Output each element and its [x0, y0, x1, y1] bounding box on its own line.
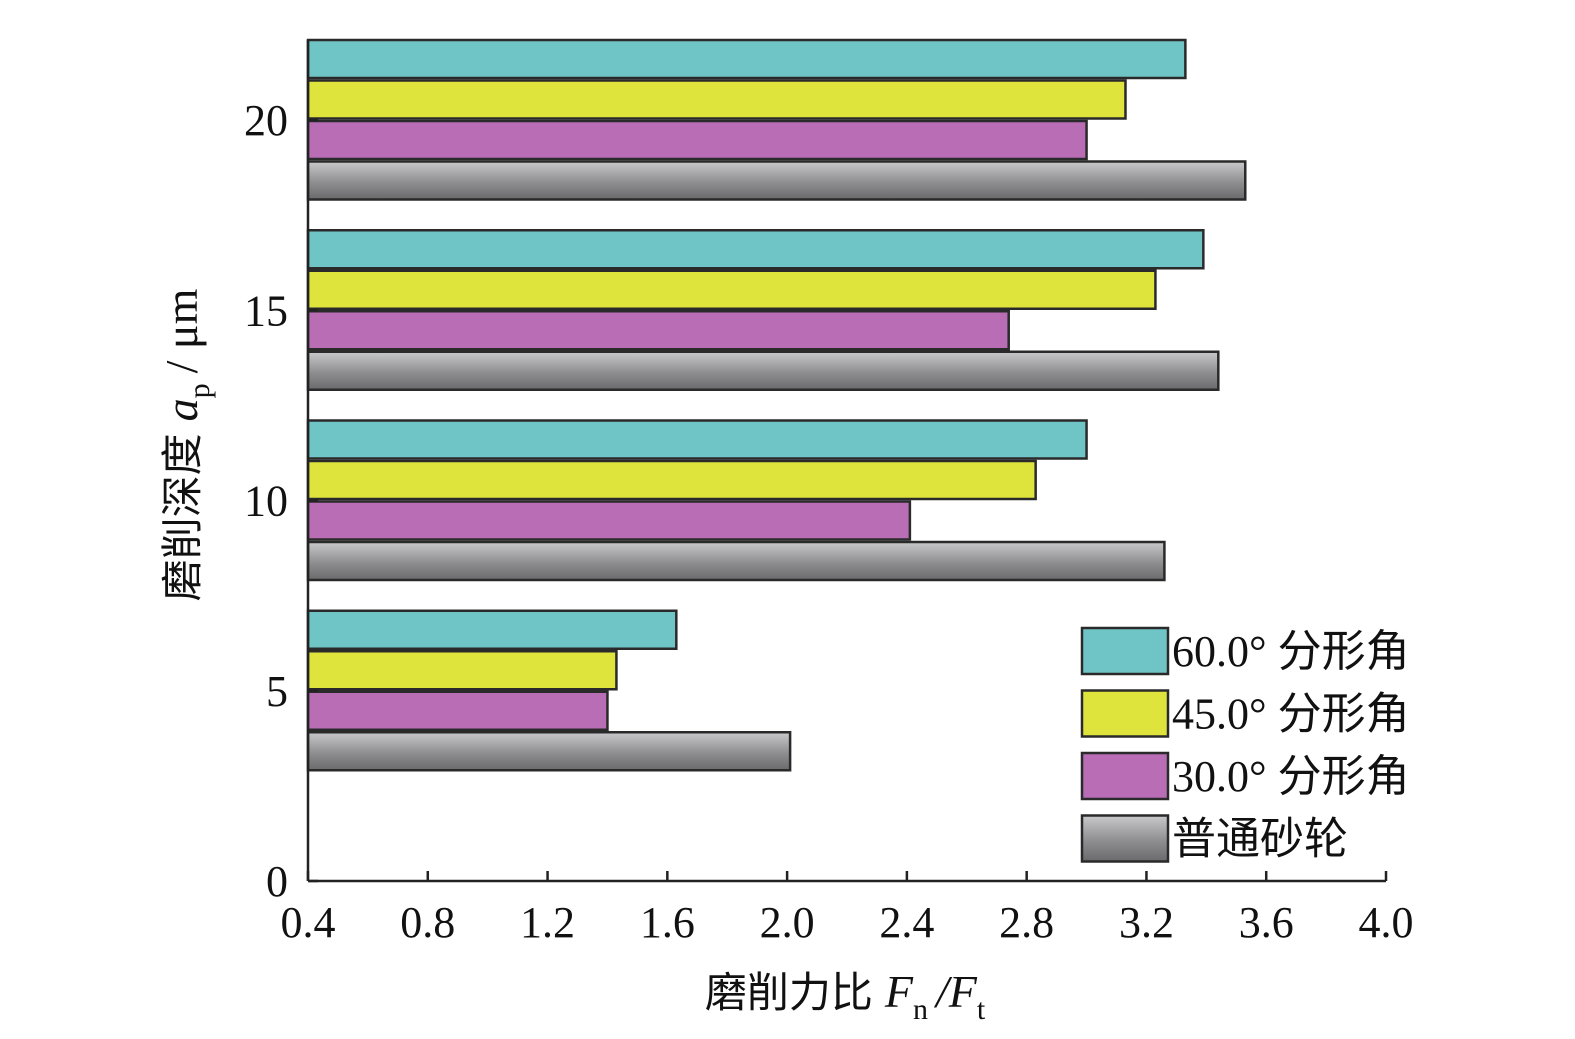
x-tick-label: 1.6 — [640, 898, 695, 947]
y-tick-label: 15 — [244, 286, 288, 335]
bar-4-cat-20 — [306, 160, 1247, 201]
x-tick-label: 2.4 — [879, 898, 934, 947]
y-tick-label: 10 — [244, 477, 288, 526]
bar-1-cat-10 — [306, 419, 1088, 460]
bar-1-cat-5 — [306, 609, 678, 650]
bars-layer — [306, 38, 1247, 772]
y-tick-labels: 0 5 10 15 20 — [244, 96, 288, 906]
bar-3-cat-20 — [306, 119, 1088, 161]
bar-4-cat-10 — [306, 540, 1166, 582]
bar-1-cat-15 — [306, 229, 1205, 270]
legend-label-1: 60.0° 分形角 — [1172, 627, 1410, 676]
bar-2-cat-15 — [306, 269, 1157, 310]
x-tick-label: 2.0 — [760, 898, 815, 947]
bar-2-cat-10 — [306, 459, 1037, 501]
legend-swatch-3 — [1080, 751, 1170, 801]
legend-swatch-2 — [1080, 689, 1170, 738]
legend-label-3: 30.0° 分形角 — [1172, 752, 1410, 801]
legend-label-2: 45.0° 分形角 — [1172, 690, 1410, 739]
x-tick-label: 3.2 — [1119, 898, 1174, 947]
axes-layer — [306, 40, 1388, 883]
bar-3-cat-5 — [306, 690, 609, 731]
bar-2-cat-20 — [306, 79, 1127, 120]
y-axis-title: 磨削深度ap/ μm — [156, 288, 216, 601]
y-tick-label: 20 — [244, 96, 288, 145]
y-tick-label: 5 — [266, 667, 288, 716]
y-tick-label: 0 — [266, 857, 288, 906]
x-tick-label: 2.8 — [999, 898, 1054, 947]
bar-4-cat-15 — [306, 350, 1220, 391]
bar-3-cat-10 — [306, 500, 912, 541]
x-tick-label: 0.4 — [281, 898, 336, 947]
x-tick-label: 3.6 — [1239, 898, 1294, 947]
legend-swatch-4 — [1080, 814, 1170, 863]
bar-1-cat-20 — [306, 38, 1187, 80]
legend-label-4: 普通砂轮 — [1172, 815, 1348, 864]
bar-2-cat-5 — [306, 650, 618, 691]
x-axis-title: 磨削力比 Fn/Ft — [705, 966, 986, 1026]
bar-3-cat-15 — [306, 310, 1010, 351]
bar-4-cat-5 — [306, 731, 792, 772]
x-tick-label: 1.2 — [520, 898, 575, 947]
legend-swatch-1 — [1080, 626, 1170, 676]
x-tick-label: 4.0 — [1359, 898, 1414, 947]
x-tick-labels: 0.4 0.8 1.2 1.6 2.0 2.4 2.8 3.2 3.6 4.0 — [281, 898, 1414, 947]
x-tick-label: 0.8 — [400, 898, 455, 947]
